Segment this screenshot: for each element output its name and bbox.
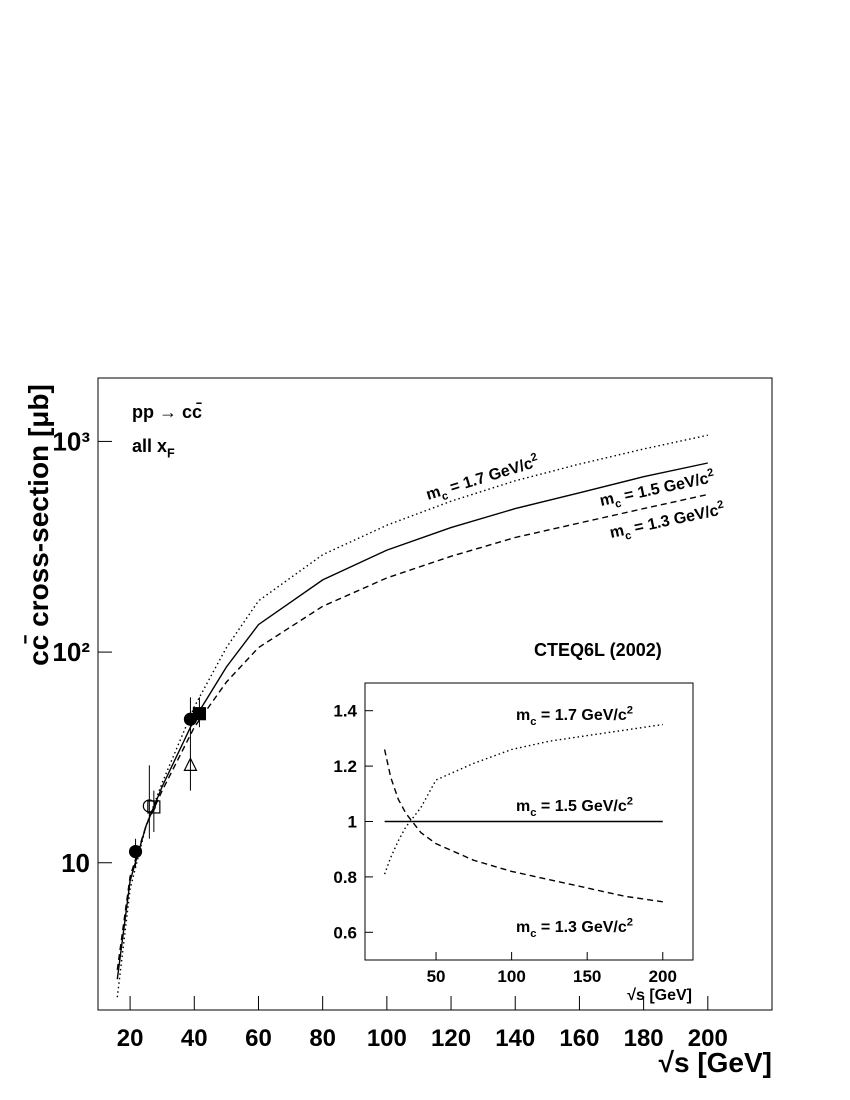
annotation-part: F [167, 446, 175, 460]
annotation-part: 2 [627, 796, 633, 808]
y-tick-label: 1 [348, 812, 357, 831]
curve [383, 723, 663, 875]
data-point [183, 756, 198, 771]
annotation: pp → cc̄ [132, 402, 202, 422]
annotation-part: = 1.3 GeV/c [536, 919, 626, 936]
y-tick-label: 10³ [52, 427, 90, 457]
annotation: mc = 1.5 GeV/c2 [516, 796, 633, 819]
annotation-part: all x [132, 436, 167, 456]
annotation-part: m [516, 707, 530, 724]
x-tick-label: 40 [181, 1025, 208, 1052]
x-tick-label: 120 [431, 1025, 471, 1052]
x-tick-label: 150 [573, 967, 601, 986]
annotation-part: c [624, 530, 633, 543]
annotation-part: CTEQ6L (2002) [534, 640, 662, 660]
annotation-part: c [614, 498, 623, 511]
annotation-part: 2 [627, 917, 633, 929]
annotation-part: = 1.5 GeV/c [536, 798, 626, 815]
x-tick-label: 20 [117, 1025, 144, 1052]
x-tick-label: 80 [309, 1025, 336, 1052]
y-tick-label: 0.6 [333, 923, 357, 942]
annotation-part: m [608, 522, 625, 542]
y-tick-label: 10² [52, 637, 90, 667]
annotation-part: m [516, 798, 530, 815]
annotation-part: c [530, 807, 536, 819]
x-tick-label: 140 [495, 1025, 535, 1052]
x-tick-label: 180 [624, 1025, 664, 1052]
x-axis-title: √s [GeV] [627, 987, 692, 1004]
data-point [128, 844, 143, 859]
annotation: all xF [132, 436, 175, 460]
annotation-part: pp → cc̄ [132, 402, 202, 422]
data-point [142, 799, 156, 813]
annotation: mc = 1.7 GeV/c2 [516, 705, 633, 728]
x-tick-label: 50 [427, 967, 446, 986]
annotation-part: c [530, 716, 536, 728]
annotation-part: c [530, 928, 536, 940]
annotation-part: 2 [706, 467, 715, 480]
curve [116, 493, 708, 970]
data-point [147, 800, 161, 814]
annotation-part: 2 [627, 705, 633, 717]
x-tick-label: 160 [559, 1025, 599, 1052]
annotation-part: 2 [716, 499, 725, 512]
x-tick-label: 100 [367, 1025, 407, 1052]
y-tick-label: 1.4 [333, 702, 357, 721]
y-tick-label: 0.8 [333, 868, 357, 887]
y-tick-label: 1.2 [333, 757, 357, 776]
annotation-part: 2 [529, 451, 538, 464]
y-tick-label: 10 [61, 848, 90, 878]
curve [383, 749, 663, 903]
annotation: mc = 1.3 GeV/c2 [516, 917, 633, 940]
annotation-part: m [516, 919, 530, 936]
x-tick-label: 60 [245, 1025, 272, 1052]
annotation-part: c [440, 490, 449, 503]
x-axis-title: √s [GeV] [659, 1047, 772, 1078]
x-tick-label: 200 [688, 1025, 728, 1052]
annotation-part: = 1.7 GeV/c [536, 707, 626, 724]
annotation-part: m [424, 483, 443, 503]
annotation-part: m [598, 490, 615, 510]
x-tick-label: 200 [649, 967, 677, 986]
data-point [192, 707, 207, 721]
x-tick-label: 100 [497, 967, 525, 986]
annotation: CTEQ6L (2002) [534, 640, 662, 660]
y-axis-title: cc̄ cross-section [μb] [23, 384, 54, 666]
